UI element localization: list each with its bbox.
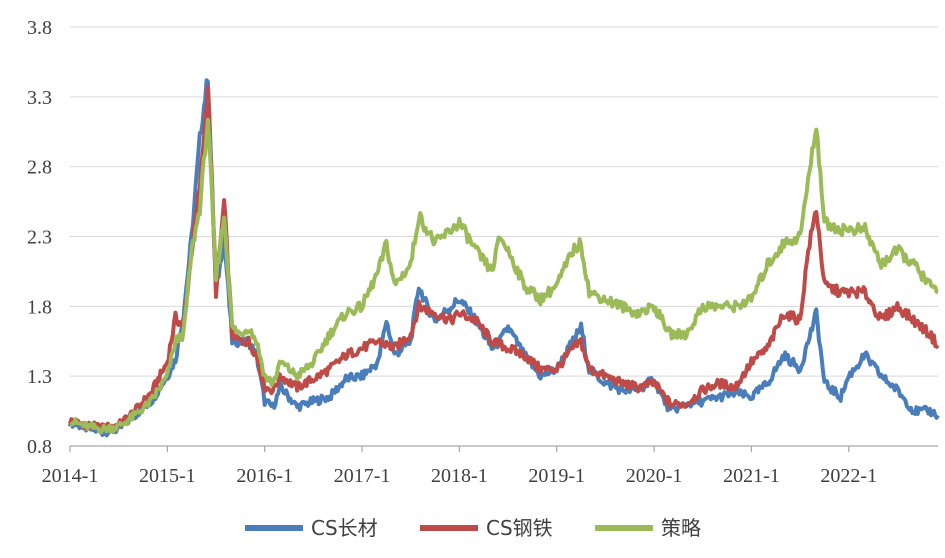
y-tick-label: 0.8 [27, 436, 52, 458]
x-tick-label: 2016-1 [236, 465, 293, 487]
x-tick-label: 2015-1 [139, 465, 196, 487]
series-line [69, 117, 939, 435]
x-axis: 2014-1 2015-1 2016-1 2017-1 2018-1 2019-1 2020… [42, 445, 938, 487]
x-tick-label: 2017-1 [334, 465, 391, 487]
x-tick-label: 2014-1 [42, 465, 99, 487]
legend-label: 策略 [661, 516, 701, 540]
x-tick-label: 2020-1 [626, 465, 683, 487]
y-tick-label: 3.8 [27, 17, 52, 39]
legend-label: CS钢铁 [486, 516, 553, 540]
x-tick-label: 2019-1 [528, 465, 585, 487]
legend: CS长材 CS钢铁 策略 [245, 516, 701, 540]
series-lines [68, 78, 940, 438]
y-tick-label: 1.8 [27, 296, 52, 318]
y-tick-label: 1.3 [27, 366, 52, 388]
y-axis-ticks: 0.8 1.3 1.8 2.3 2.8 3.3 3.8 [27, 17, 52, 458]
x-tick-label: 2021-1 [723, 465, 780, 487]
y-tick-label: 2.8 [27, 157, 52, 179]
x-tick-label: 2018-1 [431, 465, 488, 487]
x-tick-label: 2022-1 [820, 465, 877, 487]
y-tick-label: 3.3 [27, 87, 52, 109]
y-tick-label: 2.3 [27, 227, 52, 249]
legend-label: CS长材 [311, 516, 378, 540]
